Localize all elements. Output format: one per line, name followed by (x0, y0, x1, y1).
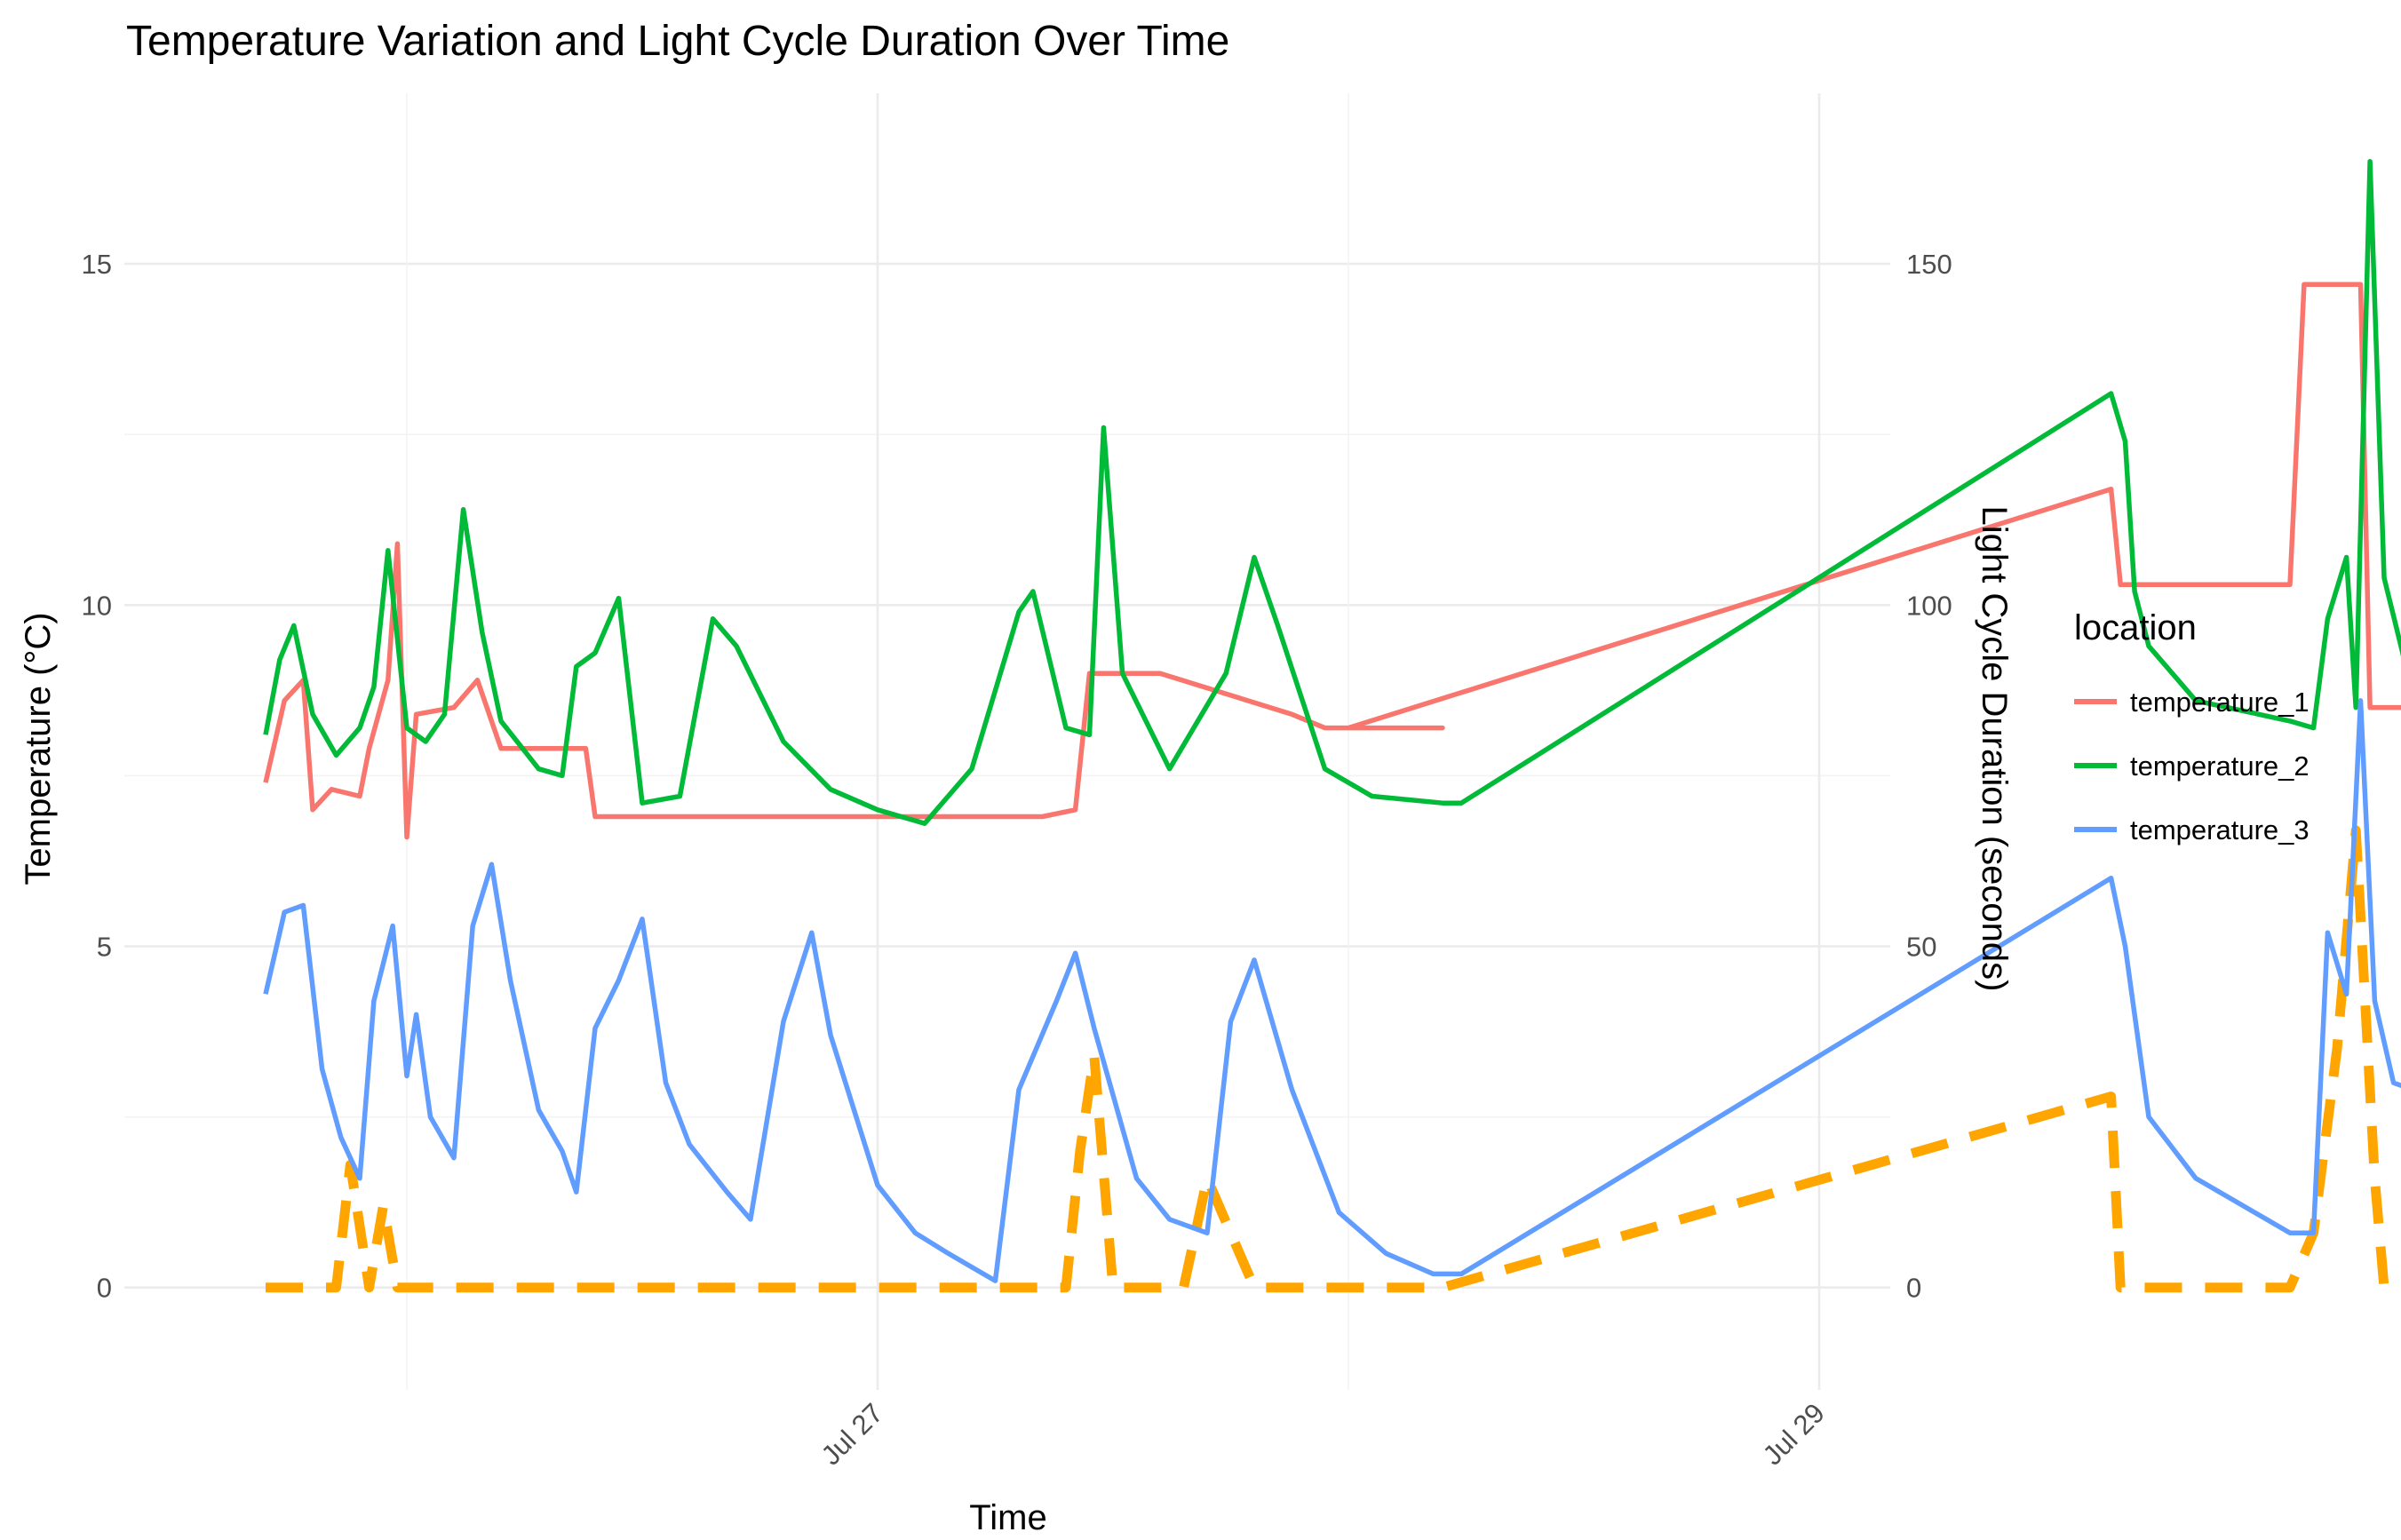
y-tick-label: 10 (82, 590, 112, 621)
y-tick-label: 15 (82, 249, 112, 280)
legend-label-temperature_3: temperature_3 (2130, 814, 2310, 845)
legend: location temperature_1 temperature_2tempe… (2074, 608, 2310, 845)
legend-label-temperature_2: temperature_2 (2130, 750, 2310, 782)
y2-axis-title: Light Cycle Duration (seconds) (1975, 506, 2014, 992)
y2-tick-label: 100 (1906, 590, 1952, 621)
y2-tick-label: 50 (1906, 932, 1936, 963)
x-tick-label: Jul 27 (815, 1397, 889, 1471)
legend-label-temperature_1: temperature_1 (2130, 687, 2310, 718)
y2-tick-label: 0 (1906, 1273, 1921, 1304)
y-tick-label: 0 (97, 1273, 112, 1304)
y-axis-ticks: 0 5 10 15 (82, 249, 112, 1304)
legend-title: location (2074, 608, 2197, 647)
y2-tick-label: 150 (1906, 249, 1952, 280)
series-temperature_3 (263, 698, 2401, 1283)
series-temperature_1 (263, 282, 2401, 840)
series-layer (263, 159, 2401, 1293)
grid (124, 93, 1890, 1390)
x-tick-label: Jul 29 (1757, 1397, 1831, 1471)
y-axis-title: Temperature (°C) (19, 612, 58, 885)
chart-title: Temperature Variation and Light Cycle Du… (126, 18, 1229, 65)
y-tick-label: 5 (97, 932, 112, 963)
series-light-cycle (266, 825, 2401, 1293)
y2-axis-ticks: 0 50 100 150 (1906, 249, 1952, 1304)
series-temperature_2 (263, 159, 2401, 826)
x-axis-title: Time (969, 1498, 1046, 1537)
